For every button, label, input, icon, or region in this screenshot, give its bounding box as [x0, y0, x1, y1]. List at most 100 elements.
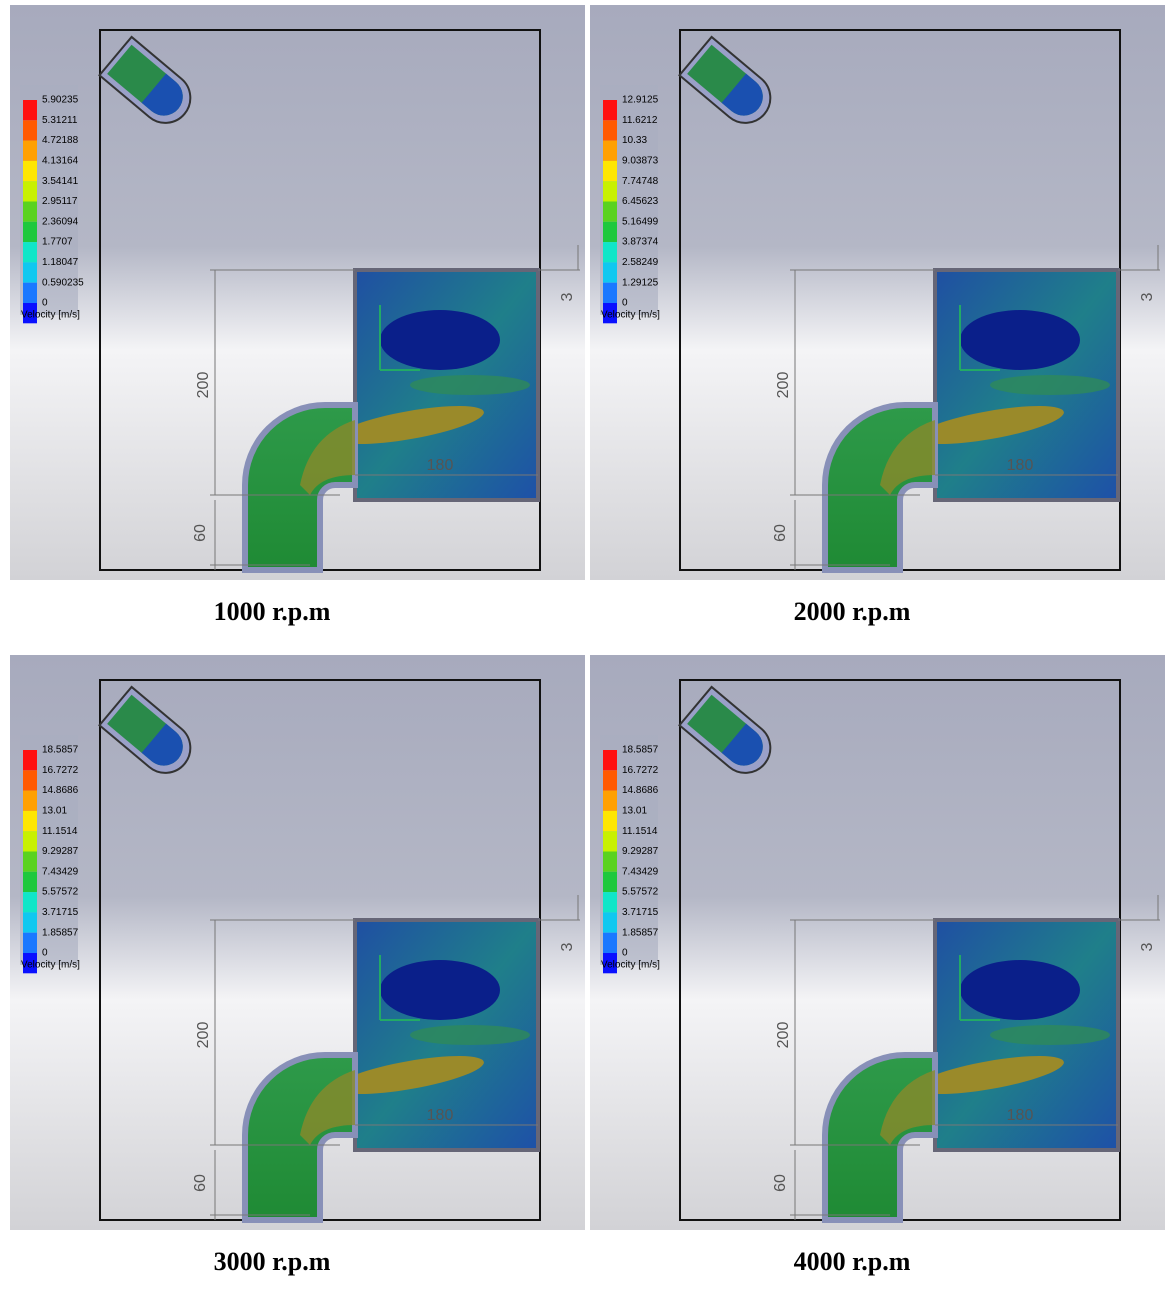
dimension-label: 180: [427, 457, 454, 474]
legend-swatch: [23, 770, 37, 791]
legend-value: 11.6212: [622, 115, 658, 126]
low-velocity-zone: [960, 960, 1080, 1020]
legend-value: 7.74748: [622, 176, 659, 187]
legend-value: 7.43429: [42, 866, 79, 877]
legend-swatch: [603, 871, 617, 893]
legend-swatch: [603, 831, 617, 852]
pipe-jet: [300, 1070, 355, 1145]
panel: 200 60 180 3 18.5857 16.7272 14.8686 13.01 11.15…: [590, 655, 1165, 1230]
pipe-jet: [880, 420, 935, 495]
legend-swatch: [23, 303, 37, 324]
dimension-label: 200: [775, 1022, 792, 1049]
legend-value: 12.9125: [622, 95, 659, 106]
legend-swatch: [23, 140, 37, 161]
legend-value: 16.7272: [42, 765, 79, 776]
legend-value: 13.01: [42, 806, 67, 817]
legend-swatch: [23, 181, 37, 202]
panel: 200 60 180 3 12.9125 11.6212 10.33 9.03873 7.747…: [590, 5, 1165, 580]
jet: [916, 406, 1064, 444]
cup: [98, 685, 192, 774]
cup: [98, 35, 192, 124]
dimension-label: 3: [559, 942, 576, 951]
legend-swatch: [603, 810, 617, 832]
jet: [336, 406, 484, 444]
cup-fill-blue: [141, 723, 183, 766]
legend-swatch: [603, 262, 617, 283]
legend-swatch: [23, 932, 37, 953]
dimension-label: 180: [1007, 1107, 1034, 1124]
legend-title: Velocity [m/s]: [601, 960, 660, 971]
legend-value: 3.71715: [622, 907, 659, 918]
dimension-label: 3: [1139, 292, 1156, 301]
legend-value: 14.8686: [42, 785, 79, 796]
legend-swatch: [23, 282, 37, 303]
legend-swatch: [603, 912, 617, 933]
legend-value: 2.95117: [42, 196, 78, 207]
caption: 2000 r.p.m: [794, 597, 911, 626]
legend-value: 0: [42, 948, 48, 959]
axes-glyph: [959, 955, 1000, 1021]
legend-value: 4.72188: [42, 135, 79, 146]
legend-value: 3.71715: [42, 907, 79, 918]
dimension-label: 200: [775, 372, 792, 399]
legend-title: Velocity [m/s]: [21, 310, 80, 321]
axes-glyph: [379, 305, 420, 371]
legend-value: 5.31211: [42, 115, 78, 126]
legend-value: 0: [622, 298, 628, 309]
low-velocity-zone: [380, 310, 500, 370]
legend-swatch: [603, 160, 617, 182]
legend-value: 9.29287: [42, 846, 79, 857]
legend-value: 3.54141: [42, 176, 79, 187]
cup-fill-blue: [141, 73, 183, 116]
legend-value: 4.13164: [42, 156, 79, 167]
dimension-lines: [210, 895, 580, 1220]
legend-value: 1.7707: [42, 237, 73, 248]
legend: 5.90235 5.31211 4.72188 4.13164 3.54141 2.951…: [20, 85, 84, 324]
legend-swatch: [23, 242, 37, 263]
dimension-lines: [790, 245, 1160, 570]
legend-swatch: [23, 953, 37, 974]
legend-swatch: [603, 892, 617, 913]
legend: 18.5857 16.7272 14.8686 13.01 11.1514 9.29287…: [20, 735, 80, 974]
legend-swatch: [23, 871, 37, 893]
legend-swatch: [23, 750, 37, 771]
legend-swatch: [23, 851, 37, 872]
legend-swatch: [603, 282, 617, 303]
axes-glyph: [379, 955, 420, 1021]
legend-value: 1.29125: [622, 277, 659, 288]
legend-value: 5.16499: [622, 216, 659, 227]
dimension-label: 3: [1139, 942, 1156, 951]
legend-swatch: [603, 221, 617, 243]
legend-value: 9.29287: [622, 846, 659, 857]
legend-swatch: [23, 262, 37, 283]
legend-value: 7.43429: [622, 866, 659, 877]
legend-value: 11.1514: [622, 826, 658, 837]
legend: 12.9125 11.6212 10.33 9.03873 7.74748 6.45623…: [600, 85, 660, 324]
green-band: [990, 375, 1110, 395]
legend-swatch: [603, 770, 617, 791]
green-band: [990, 1025, 1110, 1045]
legend-value: 3.87374: [622, 237, 659, 248]
legend-value: 0: [622, 948, 628, 959]
legend-swatch: [603, 181, 617, 202]
dimension-label: 60: [772, 1174, 789, 1192]
legend-swatch: [23, 810, 37, 832]
legend-swatch: [23, 221, 37, 243]
legend-swatch: [23, 160, 37, 182]
pipe-jet: [880, 1070, 935, 1145]
cup-fill-blue: [721, 73, 763, 116]
legend-value: 10.33: [622, 135, 647, 146]
legend-value: 2.36094: [42, 216, 79, 227]
low-velocity-zone: [380, 960, 500, 1020]
low-velocity-zone: [960, 310, 1080, 370]
legend-value: 1.18047: [42, 257, 79, 268]
green-band: [410, 1025, 530, 1045]
legend-swatch: [23, 892, 37, 913]
legend-value: 18.5857: [622, 745, 659, 756]
legend-swatch: [23, 831, 37, 852]
legend-swatch: [603, 932, 617, 953]
legend-value: 13.01: [622, 806, 647, 817]
legend-title: Velocity [m/s]: [21, 960, 80, 971]
panel: 200 60 180 3 5.90235 5.31211 4.72188 4.13164 3.5…: [10, 5, 585, 580]
legend-value: 18.5857: [42, 745, 79, 756]
